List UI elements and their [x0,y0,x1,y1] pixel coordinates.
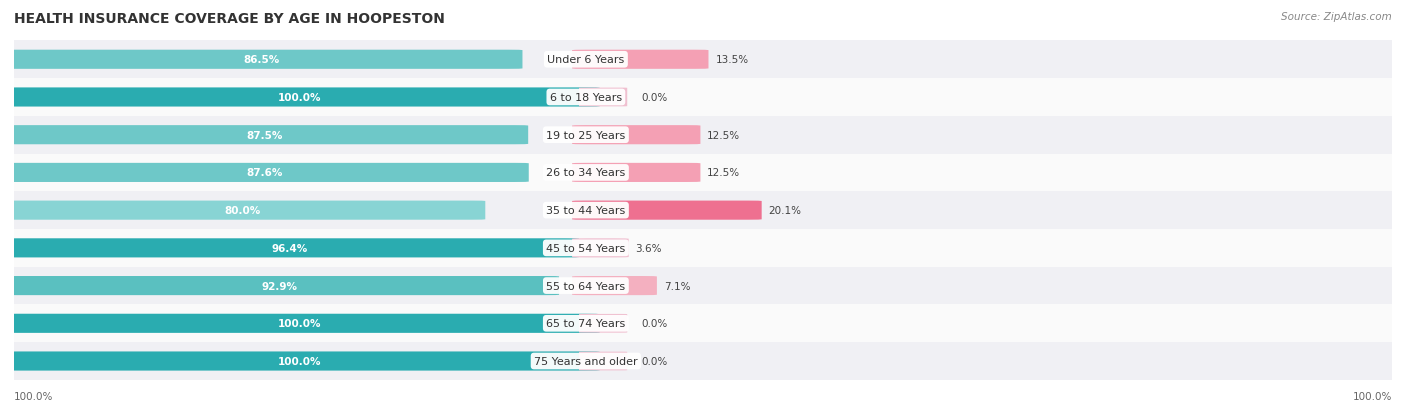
FancyBboxPatch shape [572,50,709,70]
FancyBboxPatch shape [572,239,628,258]
Text: 100.0%: 100.0% [14,391,53,401]
FancyBboxPatch shape [579,352,627,370]
FancyBboxPatch shape [579,88,627,107]
FancyBboxPatch shape [3,126,529,145]
Text: 92.9%: 92.9% [262,281,298,291]
Text: 0.0%: 0.0% [641,356,668,366]
Text: 100.0%: 100.0% [278,93,322,103]
Text: 80.0%: 80.0% [225,206,262,216]
FancyBboxPatch shape [14,116,1392,154]
Text: 3.6%: 3.6% [636,243,662,253]
FancyBboxPatch shape [3,314,599,333]
FancyBboxPatch shape [14,154,1392,192]
FancyBboxPatch shape [14,230,1392,267]
Text: 26 to 34 Years: 26 to 34 Years [547,168,626,178]
Text: 7.1%: 7.1% [664,281,690,291]
FancyBboxPatch shape [14,192,1392,230]
FancyBboxPatch shape [3,201,485,220]
FancyBboxPatch shape [572,276,657,295]
FancyBboxPatch shape [572,126,700,145]
FancyBboxPatch shape [14,305,1392,342]
Text: 86.5%: 86.5% [243,55,280,65]
Text: 13.5%: 13.5% [716,55,748,65]
FancyBboxPatch shape [579,314,627,333]
FancyBboxPatch shape [14,79,1392,116]
FancyBboxPatch shape [3,164,529,183]
Text: 6 to 18 Years: 6 to 18 Years [550,93,621,103]
Text: 0.0%: 0.0% [641,93,668,103]
Text: 100.0%: 100.0% [1353,391,1392,401]
Text: 19 to 25 Years: 19 to 25 Years [547,131,626,140]
Text: 65 to 74 Years: 65 to 74 Years [547,318,626,328]
FancyBboxPatch shape [3,351,599,371]
Text: 87.6%: 87.6% [246,168,283,178]
FancyBboxPatch shape [3,88,599,107]
Text: HEALTH INSURANCE COVERAGE BY AGE IN HOOPESTON: HEALTH INSURANCE COVERAGE BY AGE IN HOOP… [14,12,444,26]
Text: 45 to 54 Years: 45 to 54 Years [547,243,626,253]
Text: 55 to 64 Years: 55 to 64 Years [547,281,626,291]
FancyBboxPatch shape [3,239,579,258]
FancyBboxPatch shape [572,201,762,220]
FancyBboxPatch shape [14,41,1392,79]
FancyBboxPatch shape [14,267,1392,305]
Text: 75 Years and older: 75 Years and older [534,356,638,366]
Text: 96.4%: 96.4% [271,243,308,253]
Text: 100.0%: 100.0% [278,318,322,328]
Text: 20.1%: 20.1% [769,206,801,216]
FancyBboxPatch shape [14,342,1392,380]
FancyBboxPatch shape [3,276,560,295]
FancyBboxPatch shape [3,50,523,70]
Text: 12.5%: 12.5% [707,131,741,140]
Text: 87.5%: 87.5% [246,131,283,140]
Text: 100.0%: 100.0% [278,356,322,366]
Text: 0.0%: 0.0% [641,318,668,328]
Text: 12.5%: 12.5% [707,168,741,178]
Text: Source: ZipAtlas.com: Source: ZipAtlas.com [1281,12,1392,22]
FancyBboxPatch shape [572,164,700,183]
Text: Under 6 Years: Under 6 Years [547,55,624,65]
Text: 35 to 44 Years: 35 to 44 Years [547,206,626,216]
